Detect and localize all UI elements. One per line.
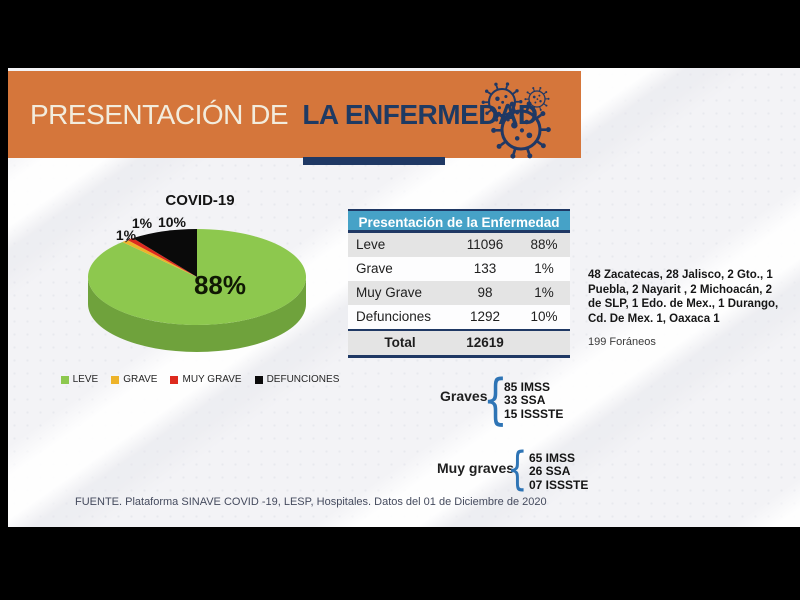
table-total-pct (518, 331, 570, 355)
table-row: Defunciones 1292 10% (348, 305, 570, 329)
virus-icons (481, 82, 551, 159)
states-breakdown-note: 48 Zacatecas, 28 Jalisco, 2 Gto., 1 Pueb… (588, 269, 779, 326)
table-cell-label: Leve (356, 237, 386, 252)
legend-label: GRAVE (123, 374, 158, 385)
graves-brace: { (483, 368, 508, 431)
table-cell-value: 98 (477, 285, 493, 300)
table-cell-value: 133 (473, 261, 497, 276)
hospital-count: 07 ISSSTE (529, 477, 589, 492)
legend-swatch (254, 375, 263, 384)
table-row: Leve 11096 88% (348, 233, 570, 257)
pie-chart-title: COVID-19 (165, 192, 235, 209)
legend-label: LEVE (72, 374, 99, 385)
table-cell-value: 11096 (466, 237, 504, 252)
letterbox-bottom (0, 527, 800, 600)
table-cell-pct: 88% (530, 237, 558, 252)
table-row: Grave 133 1% (348, 257, 570, 281)
table-cell-pct: 1% (534, 261, 554, 276)
table-header: Presentación de la Enfermedad (348, 209, 570, 233)
legend-swatch (170, 375, 179, 384)
table-cell-label: Defunciones (356, 309, 432, 324)
legend-item-leve: LEVE (60, 374, 99, 385)
table-cell-pct: 1% (534, 285, 554, 300)
legend-label: DEFUNCIONES (266, 374, 340, 385)
pie-3d (87, 229, 306, 352)
hospital-count: 85 IMSS (504, 380, 551, 394)
pie-slice-grave (122, 240, 197, 277)
table-total-label: Total (384, 335, 416, 350)
presentation-table: Presentación de la Enfermedad Leve 11096 8… (348, 209, 570, 358)
letterbox-left (0, 68, 8, 527)
slide-title-light: PRESENTACIÓN DE (30, 98, 289, 130)
pie-label-muy-grave: 1% (131, 215, 153, 231)
pie-side (88, 277, 306, 352)
slide-background: PRESENTACIÓN DE LA ENFERMEDAD COVID-19 8… (8, 68, 800, 527)
pie-label-grave: 1% (115, 227, 137, 243)
source-footer: FUENTE. Plataforma SINAVE COVID -19, LES… (75, 496, 547, 508)
legend-item-defunciones: DEFUNCIONES (254, 374, 340, 385)
table-row: Muy Grave 98 1% (348, 281, 570, 305)
legend-label: MUY GRAVE (182, 374, 242, 385)
legend-swatch (111, 375, 120, 384)
table-cell-value: 1292 (469, 309, 501, 324)
pie-slice-muy-grave (127, 238, 197, 277)
hospital-count: 65 IMSS (529, 451, 576, 465)
virus-icon (524, 86, 550, 112)
pie-slice-leve (87, 229, 306, 325)
legend-item-muy-grave: MUY GRAVE (170, 374, 242, 385)
table-total-value: 12619 (466, 335, 504, 350)
muy-graves-items: 65 IMSS 26 SSA 07 ISSSTE (529, 451, 589, 492)
hospital-count: 15 ISSSTE (504, 406, 564, 421)
virus-icon (491, 101, 551, 159)
table-cell-label: Muy Grave (356, 285, 423, 300)
table-cell-label: Grave (356, 261, 393, 276)
pie-chart: COVID-19 88% 1% 1% 10% LEVE GRAVE MUY GRAV… (60, 186, 339, 398)
pie-slice-defunciones (132, 229, 197, 277)
pie-leader-line (125, 237, 131, 243)
hospital-count: 33 SSA (504, 393, 546, 408)
muy-graves-brace: { (507, 442, 528, 495)
banner-accent-bar (303, 157, 445, 165)
pie-label-leve: 88% (193, 270, 247, 300)
graves-items: 85 IMSS 33 SSA 15 ISSSTE (504, 380, 564, 421)
pie-legend: LEVE GRAVE MUY GRAVE DEFUNCIONES (60, 374, 339, 385)
title-banner: PRESENTACIÓN DE LA ENFERMEDAD (8, 71, 581, 158)
graves-label: Graves (440, 388, 488, 404)
legend-swatch (60, 375, 69, 384)
table-cell-pct: 10% (530, 309, 558, 324)
pie-label-defunciones: 10% (157, 214, 187, 230)
muy-graves-label: Muy graves (437, 460, 515, 476)
hospital-count: 26 SSA (529, 464, 571, 479)
table-body: Leve 11096 88% Grave 133 1% Muy Grave 98 1% Defun… (348, 233, 570, 329)
foraneos-note: 199 Foráneos (588, 336, 656, 348)
letterbox-top (0, 0, 800, 68)
table-total-row: Total 12619 (348, 329, 570, 358)
legend-item-grave: GRAVE (111, 374, 157, 385)
slide-title: PRESENTACIÓN DE LA ENFERMEDAD (8, 98, 538, 131)
